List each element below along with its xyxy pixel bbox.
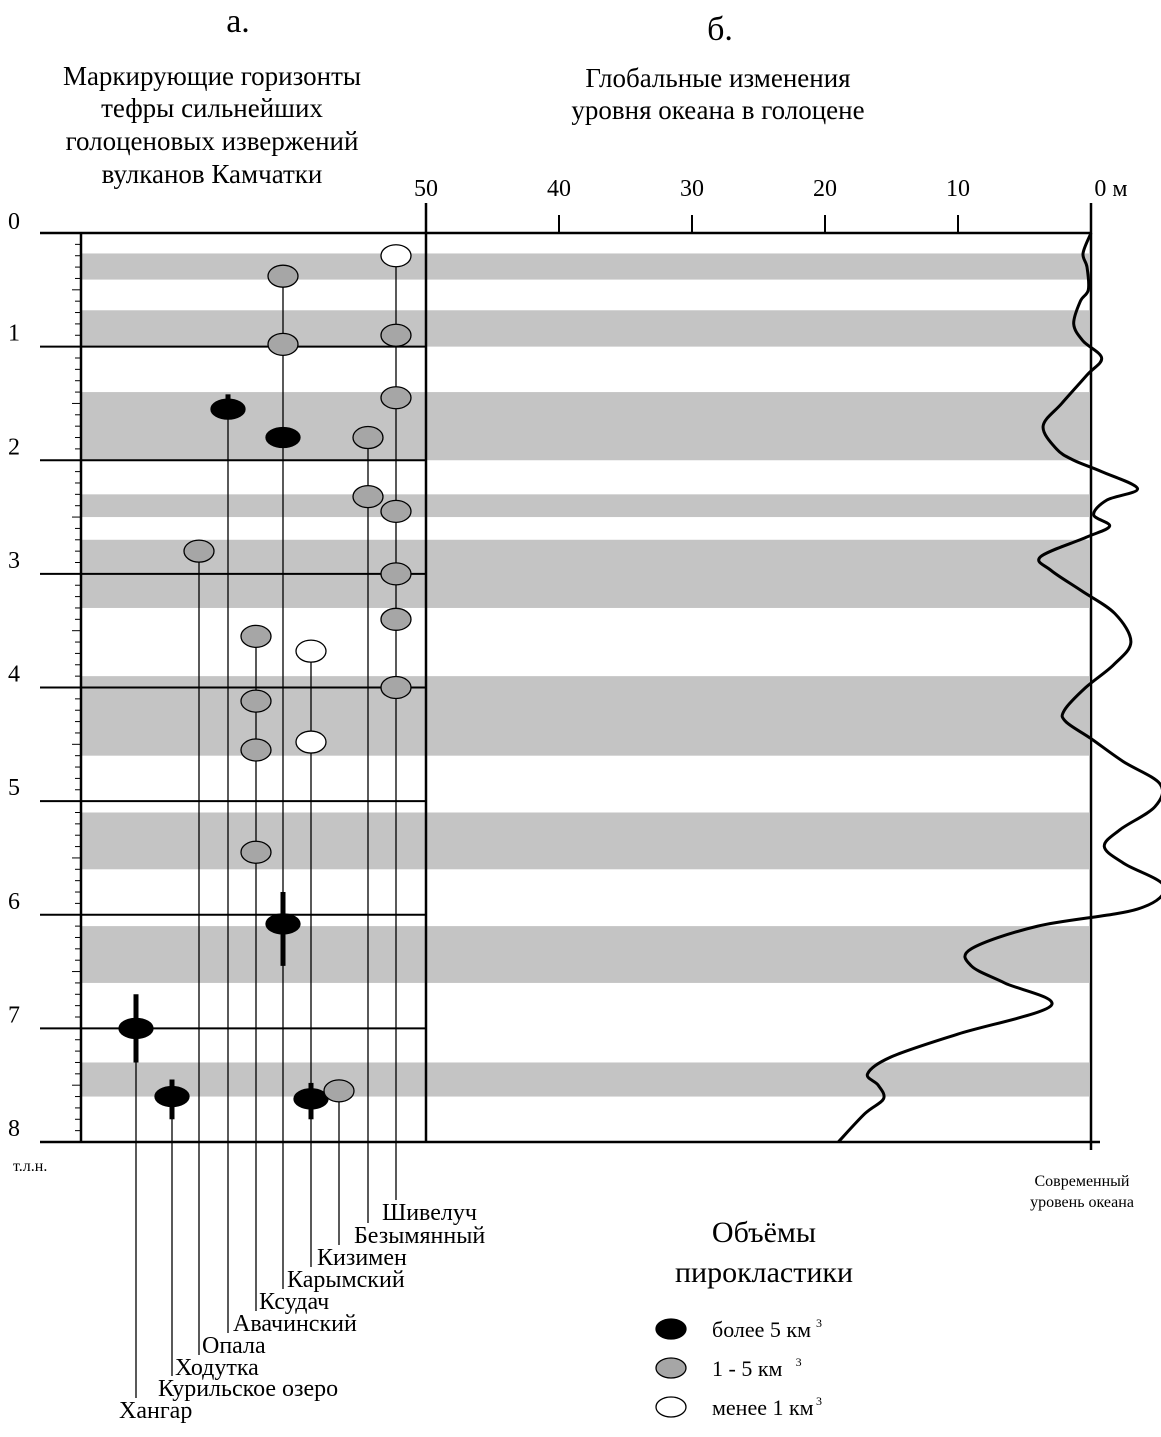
panel-b-title-line: Глобальные изменения — [585, 63, 850, 93]
modern-level-label: Современный уровень океана — [1030, 1173, 1134, 1211]
panel-a-letter: а. — [226, 3, 250, 40]
volcano-label: Авачинский — [233, 1311, 357, 1337]
grid-lines — [40, 345, 426, 1030]
level-tick-label: 50 — [414, 176, 438, 202]
level-tick-label: 30 — [680, 176, 704, 202]
tephra-marker — [265, 426, 301, 449]
tephra-marker — [240, 689, 272, 713]
legend-superscript: 3 — [816, 1394, 822, 1408]
tephra-marker — [380, 244, 412, 268]
tephra-marker — [154, 1085, 190, 1108]
tephra-marker — [323, 1079, 355, 1103]
tephra-marker — [210, 398, 246, 420]
sea-level-line — [837, 232, 1161, 1144]
age-tick-label: 3 — [8, 548, 20, 574]
band — [81, 310, 1089, 347]
level-tick-label: 0 м — [1094, 176, 1127, 202]
tephra-marker — [240, 738, 272, 762]
band — [81, 253, 1089, 280]
level-tick-label: 10 — [946, 176, 970, 202]
age-tick-label: 2 — [8, 434, 20, 460]
panel-b-title-line: уровня океана в голоцене — [571, 95, 864, 125]
age-tick-label: 8 — [8, 1116, 20, 1142]
legend-superscript: 3 — [796, 1355, 802, 1369]
volcano-label: Безымянный — [354, 1223, 485, 1249]
panel-b-title: Глобальные изменения уровня океана в гол… — [571, 63, 864, 125]
volcano-label: Ксудач — [259, 1289, 329, 1315]
tephra-marker — [380, 386, 412, 410]
tephra-marker — [240, 624, 272, 649]
tephra-marker — [380, 499, 412, 524]
modern-level-line: Современный — [1035, 1173, 1130, 1190]
age-tick-label: 7 — [8, 1002, 20, 1028]
shaded-bands — [81, 253, 1089, 1097]
legend-superscript: 3 — [816, 1316, 822, 1330]
panel-a-title: Маркирующие горизонты тефры сильнейших г… — [63, 61, 361, 189]
modern-level-line: уровень океана — [1030, 1194, 1134, 1211]
tephra-marker — [293, 1088, 329, 1110]
band — [81, 1062, 1089, 1097]
band — [81, 392, 1089, 461]
tephra-marker — [267, 264, 299, 288]
legend-title-line: Объёмы — [712, 1216, 816, 1249]
age-unit-label: т.л.н. — [13, 1158, 47, 1175]
tephra-markers — [118, 244, 412, 1110]
band — [81, 926, 1089, 983]
tephra-marker — [380, 607, 412, 631]
legend-label: более 5 км — [712, 1317, 811, 1342]
legend-label: менее 1 км — [712, 1395, 814, 1420]
legend-marker — [655, 1396, 687, 1418]
band — [81, 494, 1089, 518]
sea-level-axis: 50 40 30 20 10 0 м — [414, 176, 1128, 233]
tephra-marker — [295, 730, 327, 754]
panel-a-title-line: тефры сильнейших — [101, 93, 323, 123]
volcano-label: Шивелуч — [382, 1200, 477, 1226]
panel-a-title-line: Маркирующие горизонты — [63, 61, 361, 91]
tephra-marker — [267, 332, 299, 357]
level-tick-label: 40 — [547, 176, 571, 202]
legend: Объёмы пирокластики более 5 км 3 1 - 5 км 3… — [655, 1216, 853, 1420]
level-tick-label: 20 — [813, 176, 837, 202]
legend-title-line: пирокластики — [675, 1256, 853, 1289]
age-tick-label: 0 — [8, 209, 20, 235]
tephra-marker — [380, 675, 412, 700]
tephra-marker — [240, 840, 272, 864]
tephra-marker — [265, 913, 301, 935]
volcano-label: Опала — [202, 1333, 266, 1359]
legend-marker — [655, 1357, 687, 1379]
age-axis: 0 1 2 3 4 5 6 7 8 — [8, 209, 81, 1143]
tephra-marker — [183, 539, 215, 563]
sea-level-curve — [837, 232, 1161, 1144]
tephra-marker — [352, 484, 384, 509]
tephra-marker — [118, 1017, 154, 1040]
age-tick-label: 4 — [8, 662, 20, 688]
volcano-label: Хангар — [119, 1398, 192, 1424]
panel-a-title-line: вулканов Камчатки — [102, 159, 323, 189]
volcano-label: Курильское озеро — [158, 1376, 338, 1402]
age-tick-label: 6 — [8, 889, 20, 915]
age-tick-label: 5 — [8, 775, 20, 801]
legend-marker — [655, 1318, 687, 1340]
band — [81, 812, 1089, 870]
tephra-marker — [295, 639, 327, 663]
panel-a-title-line: голоценовых извержений — [66, 126, 359, 156]
age-tick-label: 1 — [8, 321, 20, 347]
tephra-marker — [352, 425, 384, 450]
tephra-marker — [380, 323, 412, 347]
legend-label: 1 - 5 км — [712, 1356, 783, 1381]
panel-b-letter: б. — [707, 11, 733, 48]
plot-frame — [40, 203, 1100, 1150]
volcano-label: Ходутка — [175, 1355, 259, 1381]
volcano-label: Карымский — [287, 1267, 405, 1293]
volcano-label: Кизимен — [317, 1245, 407, 1271]
tephra-marker — [380, 562, 412, 586]
